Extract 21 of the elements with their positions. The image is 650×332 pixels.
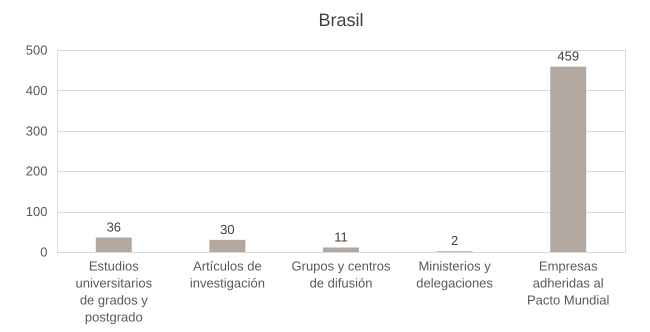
bar xyxy=(550,66,586,252)
x-tick-label: Estudios universitarios de grados y postgrado xyxy=(76,258,153,324)
data-label: 30 xyxy=(220,222,235,237)
y-tick-label: 500 xyxy=(26,42,48,58)
x-tick-label: Grupos y centros de difusión xyxy=(292,258,391,290)
y-tick-label: 400 xyxy=(26,82,48,98)
data-label: 2 xyxy=(450,233,458,248)
x-tick-label: Empresas adheridas al Pacto Mundial xyxy=(527,258,610,308)
chart-title: Brasil xyxy=(318,10,364,30)
data-label: 36 xyxy=(106,219,122,234)
y-tick-label: 200 xyxy=(26,164,48,179)
x-tick-label: Ministerios y delegaciones xyxy=(416,258,494,290)
data-label: 459 xyxy=(557,48,580,64)
data-label: 11 xyxy=(334,230,348,245)
y-tick-label: 300 xyxy=(26,123,48,138)
y-tick-label: 100 xyxy=(26,204,48,220)
x-tick-label: Artículos de investigación xyxy=(190,258,265,290)
bar xyxy=(323,248,359,252)
y-tick-label: 0 xyxy=(40,244,48,260)
bar xyxy=(209,240,246,252)
bar xyxy=(96,237,132,252)
